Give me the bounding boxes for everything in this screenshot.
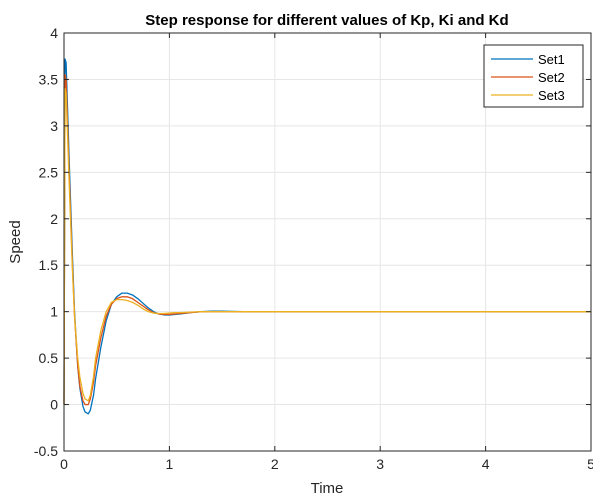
y-axis-ticks: -0.5 0 0.5 1 1.5 2 2.5 3 3.5 4 bbox=[34, 25, 591, 459]
series-line-set3 bbox=[63, 88, 591, 405]
x-tick-label: 1 bbox=[166, 456, 174, 472]
chart-title: Step response for different values of Kp… bbox=[145, 12, 508, 29]
x-tick-label: 4 bbox=[482, 456, 490, 472]
x-tick-label: 5 bbox=[587, 456, 593, 472]
y-tick-label: 0 bbox=[50, 397, 58, 413]
legend-box bbox=[483, 44, 584, 108]
legend-label-set2: Set2 bbox=[538, 70, 565, 85]
y-tick-label: 3.5 bbox=[39, 71, 59, 87]
y-tick-label: 3 bbox=[50, 118, 58, 134]
y-tick-label: 2.5 bbox=[39, 164, 59, 180]
legend-label-set1: Set1 bbox=[538, 52, 565, 67]
legend: Set1 Set2 Set3 bbox=[483, 44, 584, 108]
legend-label-set3: Set3 bbox=[538, 88, 565, 103]
y-axis-label: Speed bbox=[7, 220, 24, 263]
y-tick-label: -0.5 bbox=[34, 443, 58, 459]
y-tick-label: 0.5 bbox=[39, 350, 59, 366]
y-tick-label: 1.5 bbox=[39, 257, 59, 273]
x-axis-label: Time bbox=[311, 480, 344, 497]
axes-box bbox=[63, 32, 592, 452]
x-tick-label: 3 bbox=[376, 456, 384, 472]
series-lines bbox=[63, 58, 591, 415]
x-axis-ticks: 0 1 2 3 4 5 bbox=[60, 33, 593, 472]
x-tick-label: 2 bbox=[271, 456, 279, 472]
y-tick-label: 4 bbox=[50, 25, 58, 41]
y-tick-label: 2 bbox=[50, 211, 58, 227]
x-tick-label: 0 bbox=[60, 456, 68, 472]
y-tick-label: 1 bbox=[50, 304, 58, 320]
